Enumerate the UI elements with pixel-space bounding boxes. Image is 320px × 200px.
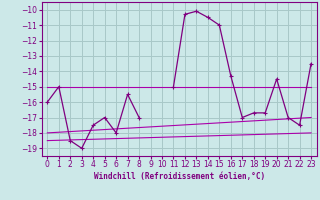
X-axis label: Windchill (Refroidissement éolien,°C): Windchill (Refroidissement éolien,°C) (94, 172, 265, 181)
